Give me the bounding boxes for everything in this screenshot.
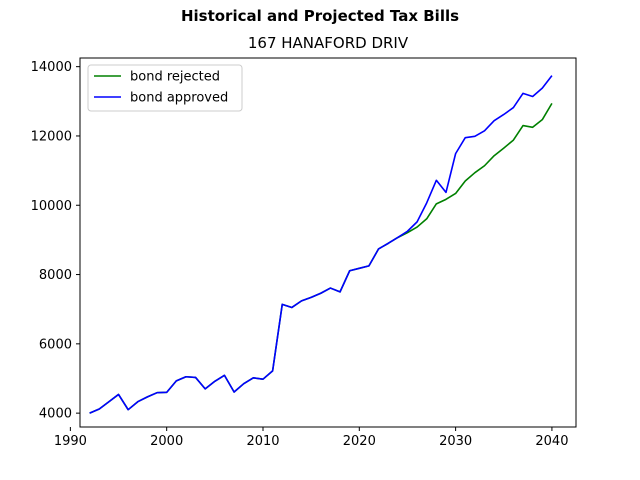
series-group	[89, 75, 553, 414]
legend-label: bond rejected	[130, 70, 220, 85]
y-tick-label: 8000	[39, 268, 72, 283]
legend-box	[87, 64, 243, 112]
y-tick-label: 4000	[39, 407, 72, 422]
x-tick-label: 2020	[343, 434, 376, 449]
legend: bond rejected bond approved	[87, 64, 243, 112]
x-tick-label: 2040	[535, 434, 568, 449]
x-axis: 1990 2000 2010 2020 2030 2040	[54, 427, 568, 449]
figure-suptitle: Historical and Projected Tax Bills	[180, 7, 460, 25]
y-tick-label: 12000	[31, 129, 72, 144]
series-line	[89, 75, 553, 414]
x-tick-label: 2010	[246, 434, 279, 449]
series-line	[89, 102, 553, 414]
x-tick-label: 1990	[54, 434, 87, 449]
legend-entries: bond rejected bond approved	[94, 70, 228, 106]
x-tick-label: 2030	[439, 434, 472, 449]
legend-label: bond approved	[130, 91, 228, 106]
y-tick-label: 6000	[39, 337, 72, 352]
chart-title: 167 HANAFORD DRIV	[247, 34, 409, 52]
y-tick-label: 10000	[31, 199, 72, 214]
plot-area-frame	[79, 57, 577, 428]
y-tick-label: 14000	[31, 60, 72, 75]
x-tick-label: 2000	[150, 434, 183, 449]
y-axis: 4000 6000 8000 10000 12000 14000	[31, 60, 80, 422]
